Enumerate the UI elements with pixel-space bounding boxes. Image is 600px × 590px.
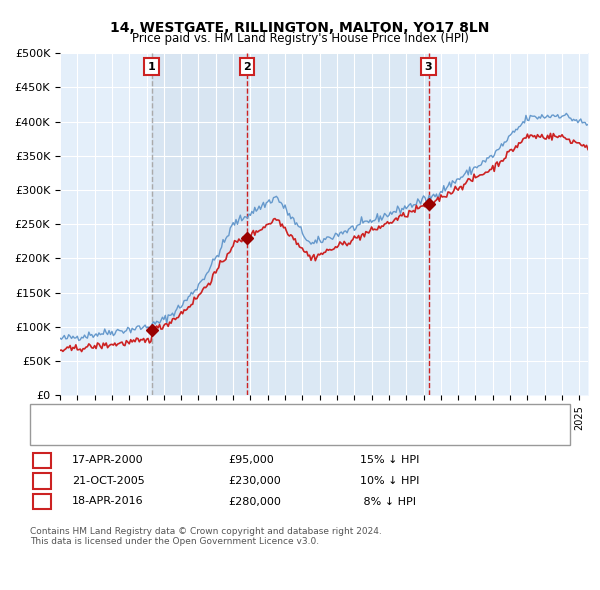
Text: 14, WESTGATE, RILLINGTON, MALTON, YO17 8LN (detached house): 14, WESTGATE, RILLINGTON, MALTON, YO17 8… <box>78 408 425 418</box>
Text: £95,000: £95,000 <box>228 455 274 465</box>
Text: £230,000: £230,000 <box>228 476 281 486</box>
Text: 3: 3 <box>38 497 46 506</box>
Text: 1: 1 <box>148 62 155 72</box>
Text: 2: 2 <box>243 62 251 72</box>
Text: 18-APR-2016: 18-APR-2016 <box>72 497 143 506</box>
Text: 3: 3 <box>425 62 433 72</box>
Text: 2: 2 <box>38 476 46 486</box>
Text: 15% ↓ HPI: 15% ↓ HPI <box>360 455 419 465</box>
Text: HPI: Average price, detached house, North Yorkshire: HPI: Average price, detached house, Nort… <box>78 423 351 432</box>
Text: This data is licensed under the Open Government Licence v3.0.: This data is licensed under the Open Gov… <box>30 537 319 546</box>
Bar <box>247 53 428 395</box>
Bar <box>152 53 247 395</box>
Text: —: — <box>54 406 68 420</box>
Text: 8% ↓ HPI: 8% ↓ HPI <box>360 497 416 506</box>
Text: —: — <box>54 421 68 435</box>
Text: 21-OCT-2005: 21-OCT-2005 <box>72 476 145 486</box>
Text: 10% ↓ HPI: 10% ↓ HPI <box>360 476 419 486</box>
Text: 14, WESTGATE, RILLINGTON, MALTON, YO17 8LN: 14, WESTGATE, RILLINGTON, MALTON, YO17 8… <box>110 21 490 35</box>
Text: Contains HM Land Registry data © Crown copyright and database right 2024.: Contains HM Land Registry data © Crown c… <box>30 526 382 536</box>
Text: Price paid vs. HM Land Registry's House Price Index (HPI): Price paid vs. HM Land Registry's House … <box>131 32 469 45</box>
Text: £280,000: £280,000 <box>228 497 281 506</box>
Text: 17-APR-2000: 17-APR-2000 <box>72 455 143 465</box>
Text: 1: 1 <box>38 455 46 465</box>
